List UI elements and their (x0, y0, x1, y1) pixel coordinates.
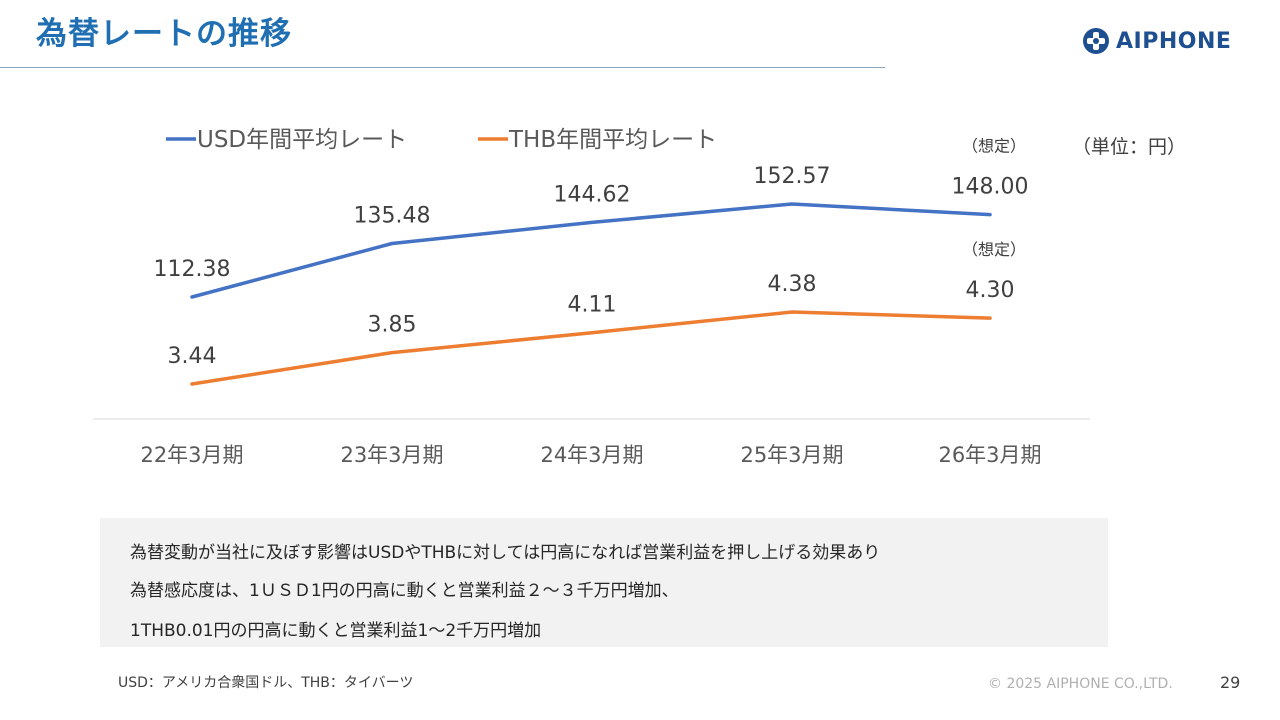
footnote: USD：アメリカ合衆国ドル、THB：タイバーツ (118, 675, 414, 691)
page-number: 29 (1220, 673, 1241, 692)
title-divider (0, 67, 885, 68)
x-tick-label-1: 23年3月期 (340, 443, 443, 467)
x-tick-label-3: 25年3月期 (740, 443, 843, 467)
notes-box: 為替変動が当社に及ぼす影響はUSDやTHBに対しては円高になれば営業利益を押し上… (100, 518, 1108, 647)
forecast-note-1: （想定） (962, 240, 1026, 259)
page-title: 為替レートの推移 (36, 16, 292, 52)
copyright: © 2025 AIPHONE CO.,LTD. (988, 676, 1173, 692)
data-label-0-3: 152.57 (754, 164, 831, 189)
forecast-note-0: （想定） (962, 137, 1026, 156)
company-logo: AIPHONE (1082, 27, 1231, 55)
logo-text: AIPHONE (1116, 28, 1232, 54)
data-label-1-2: 4.11 (568, 293, 617, 318)
x-tick-label-2: 24年3月期 (540, 443, 643, 467)
data-label-0-4: 148.00 (952, 175, 1029, 200)
x-tick-label-0: 22年3月期 (140, 443, 243, 467)
legend-label-1: THB年間平均レート (508, 127, 717, 153)
unit-label: （単位：円） (1072, 136, 1187, 158)
data-label-1-4: 4.30 (966, 278, 1015, 303)
series-line-1 (190, 310, 992, 386)
logo-mark-icon (1083, 28, 1109, 54)
exchange-rate-chart: 22年3月期 23年3月期 24年3月期 25年3月期 26年3月期 USD年間平均レート… (93, 127, 1090, 467)
series-line-0 (190, 202, 992, 299)
data-label-0-1: 135.48 (354, 204, 431, 229)
legend-label-0: USD年間平均レート (197, 127, 407, 153)
data-label-1-3: 4.38 (768, 272, 817, 297)
note-line-2: 為替感応度は、1ＵＳＤ1円の円高に動くと営業利益２〜３千万円増加、 (130, 581, 679, 601)
note-line-3: 1THB0.01円の円高に動くと営業利益1〜2千万円増加 (130, 621, 542, 641)
note-line-1: 為替変動が当社に及ぼす影響はUSDやTHBに対しては円高になれば営業利益を押し上… (130, 543, 881, 563)
data-label-0-0: 112.38 (154, 257, 231, 282)
data-label-1-0: 3.44 (168, 344, 217, 369)
data-label-1-1: 3.85 (368, 313, 417, 338)
x-tick-label-4: 26年3月期 (938, 443, 1041, 467)
data-label-0-2: 144.62 (554, 182, 631, 207)
